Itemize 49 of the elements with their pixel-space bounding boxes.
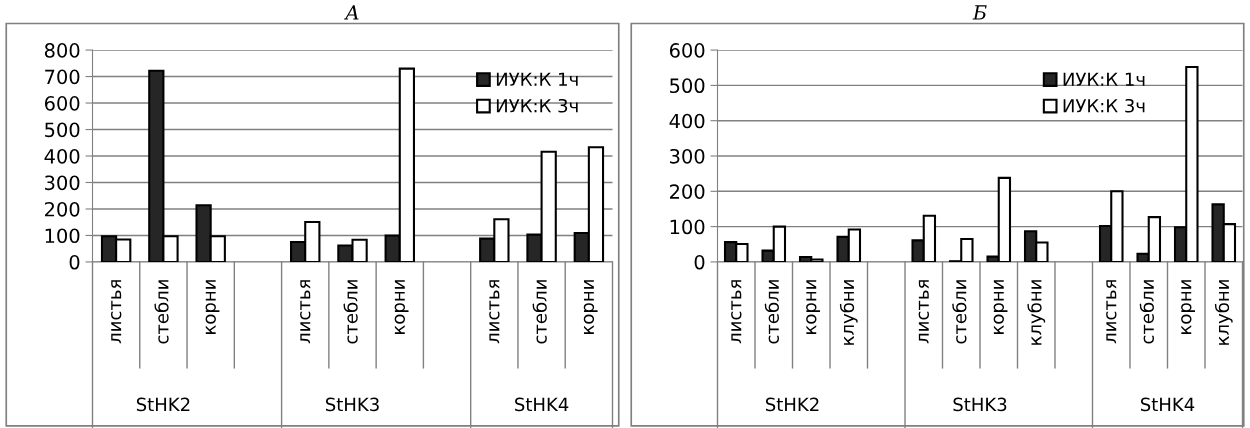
x-tick-label: стебли	[343, 280, 358, 344]
text: StHK3	[325, 397, 379, 412]
legend-label: ИУК:К 3ч	[496, 98, 578, 113]
x-tick-label: корни	[993, 280, 1008, 334]
y-tick-label: 700	[45, 69, 80, 85]
x-tick-label: корни	[583, 280, 598, 334]
y-tick-label: 0	[694, 254, 705, 270]
y-tick-label: 100	[45, 228, 80, 244]
y-tick-label: 400	[44, 148, 80, 164]
x-tick-label: листья	[489, 280, 500, 344]
x-tick-label: корни	[806, 280, 820, 334]
x-tick-label: клубни	[1214, 280, 1233, 345]
x-tick-label: стебли	[1139, 280, 1154, 344]
x-tick-label: клубни	[839, 280, 858, 345]
y-tick-label: 200	[670, 184, 705, 199]
x-tick-label: корни	[205, 280, 220, 334]
y-tick-label: 600	[669, 43, 705, 58]
chart-title: Б	[972, 5, 987, 20]
x-tick-label: листья	[1106, 280, 1117, 344]
y-tick-label: 100	[670, 219, 705, 235]
x-tick-label: клубни	[1027, 280, 1046, 345]
x-tick-label: корни	[1181, 280, 1195, 334]
y-tick-label: 200	[45, 201, 80, 217]
y-tick-label: 500	[45, 122, 80, 138]
text: StHK4	[515, 397, 569, 412]
x-tick-label: стебли	[532, 280, 547, 344]
legend-label: ИУК:К 1ч	[1063, 72, 1145, 86]
legend-label: ИУК:К 1ч	[496, 72, 578, 86]
text: StHK3	[953, 397, 1007, 412]
x-tick-label: листья	[731, 280, 742, 344]
x-tick-label: листья	[300, 280, 311, 344]
x-tick-label: листья	[111, 280, 122, 344]
y-tick-label: 500	[670, 78, 705, 94]
x-tick-label: стебли	[952, 280, 967, 344]
chart-title: А	[343, 5, 359, 20]
text: StHK2	[136, 397, 190, 412]
y-tick-label: 300	[670, 148, 705, 164]
legend-label: ИУК:К 3ч	[1063, 98, 1145, 113]
y-tick-label: 600	[44, 96, 80, 111]
x-tick-label: корни	[394, 280, 409, 334]
text: StHK4	[1140, 397, 1195, 412]
x-tick-label: стебли	[154, 280, 169, 344]
y-tick-label: 0	[69, 254, 80, 270]
y-tick-label: 300	[45, 175, 80, 191]
x-tick-label: листья	[918, 280, 929, 344]
y-tick-label: 400	[669, 113, 705, 129]
text: StHK2	[765, 397, 819, 412]
y-tick-label: 800	[44, 43, 80, 58]
x-tick-label: стебли	[764, 280, 779, 344]
